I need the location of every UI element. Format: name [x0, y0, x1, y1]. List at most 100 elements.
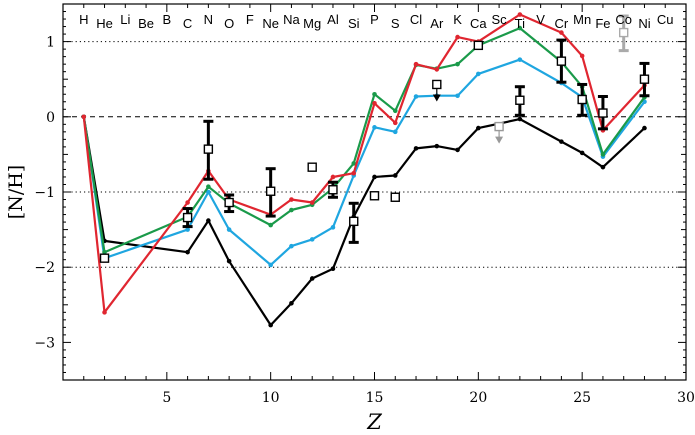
series-line-black-model [82, 116, 646, 327]
series-point-blue-model [455, 93, 460, 99]
series-point-blue-model [289, 243, 294, 249]
obs-marker [328, 185, 338, 195]
series-point-black-model [372, 174, 377, 180]
element-label-cu: Cu [657, 12, 674, 27]
series-point-red-model [81, 114, 87, 120]
series-point-red-model [351, 170, 357, 176]
element-label-cr: Cr [555, 16, 569, 31]
series-point-green-model [455, 61, 460, 67]
series-point-green-model [102, 249, 107, 255]
obs-marker [577, 94, 587, 105]
element-label-s: S [391, 16, 400, 31]
element-label-h: H [79, 12, 88, 27]
x-tick-label: 10 [262, 390, 280, 406]
element-label-ne: Ne [262, 16, 279, 31]
series-point-blue-model [206, 189, 211, 195]
obs-marker [265, 186, 276, 196]
series-point-black-model [309, 276, 315, 281]
element-label-k: K [453, 12, 462, 27]
series-point-green-model [600, 152, 606, 157]
obs-marker [182, 212, 193, 223]
reference-lines [63, 41, 686, 268]
series-point-black-model [579, 150, 585, 156]
series-point-black-model [330, 266, 336, 272]
series-point-black-model [413, 146, 419, 151]
obs-marker [307, 162, 317, 172]
series-point-red-model [579, 53, 585, 59]
series-point-red-model [185, 200, 190, 205]
series-point-blue-model [185, 227, 190, 232]
element-label-mn: Mn [573, 12, 591, 27]
obs-marker [494, 121, 504, 132]
x-axis-label: Z [366, 410, 382, 434]
series-point-black-model [268, 322, 273, 328]
element-label-he: He [96, 16, 113, 31]
y-tick-label: −3 [34, 335, 55, 351]
observations [99, 14, 650, 263]
obs-marker [390, 192, 400, 202]
element-label-p: P [370, 12, 379, 27]
series-point-red-model [434, 67, 440, 72]
series-point-blue-model [476, 71, 481, 77]
element-label-v: V [536, 12, 545, 27]
series-point-black-model [476, 125, 481, 131]
element-label-ni: Ni [638, 16, 650, 31]
element-label-fe: Fe [595, 16, 610, 31]
series-point-black-model [185, 249, 190, 255]
series-point-blue-model [517, 57, 523, 62]
series-point-green-model [289, 207, 294, 213]
element-label-na: Na [283, 12, 300, 27]
series-point-red-model [392, 120, 398, 126]
element-label-al: Al [327, 12, 339, 27]
series-point-red-model [330, 174, 336, 180]
tick-labels: 5 10 15 20 25 30 −3 −2 −1 0 1 [34, 35, 695, 406]
series-point-red-model [455, 34, 460, 40]
y-axis-label: [N/H] [5, 165, 27, 219]
obs-marker [598, 108, 608, 118]
series-point-black-model [392, 173, 398, 178]
series-point-green-model [392, 108, 398, 114]
element-labels: H He Li Be B C N O F Ne Na Mg Al Si P S Cl Ar K Ca Sc Ti V Cr Mn… [79, 12, 673, 31]
series-point-green-model [268, 222, 273, 228]
series-point-red-model [372, 100, 377, 106]
obs-marker [473, 40, 484, 51]
obs-marker [515, 95, 525, 105]
series-point-blue-model [330, 225, 336, 230]
series-point-green-model [351, 161, 357, 166]
element-label-n: N [204, 12, 213, 27]
obs-limit-arrow [432, 94, 441, 102]
obs-marker [99, 253, 110, 263]
series-point-red-model [559, 30, 564, 35]
series-point-blue-model [372, 125, 377, 130]
obs-marker [619, 27, 629, 38]
obs-marker [556, 56, 567, 66]
series-point-black-model [434, 143, 440, 149]
y-tick-label: −2 [34, 260, 55, 276]
element-label-mg: Mg [303, 16, 321, 31]
x-tick-label: 5 [162, 390, 171, 406]
series-point-red-model [102, 310, 107, 315]
element-label-si: Si [348, 16, 360, 31]
series-point-blue-model [392, 129, 398, 135]
obs-limit-arrow [495, 136, 504, 144]
series-point-blue-model [226, 227, 232, 232]
series-point-black-model [600, 164, 606, 170]
element-label-b: B [162, 12, 171, 27]
obs-marker [224, 197, 234, 208]
y-tick-label: −1 [34, 185, 55, 201]
series-point-red-model [413, 61, 419, 67]
series-point-black-model [289, 300, 294, 306]
series-point-black-model [642, 125, 647, 131]
series-point-blue-model [268, 262, 273, 268]
obs-marker [369, 191, 380, 201]
element-label-c: C [183, 16, 192, 31]
series-point-black-model [226, 258, 232, 264]
series-point-black-model [455, 147, 460, 153]
series-point-blue-model [413, 94, 419, 99]
series-point-black-model [559, 139, 564, 144]
series-point-green-model [372, 91, 377, 97]
element-label-o: O [224, 16, 234, 31]
y-tick-label: 0 [46, 110, 55, 126]
obs-marker [432, 79, 442, 90]
